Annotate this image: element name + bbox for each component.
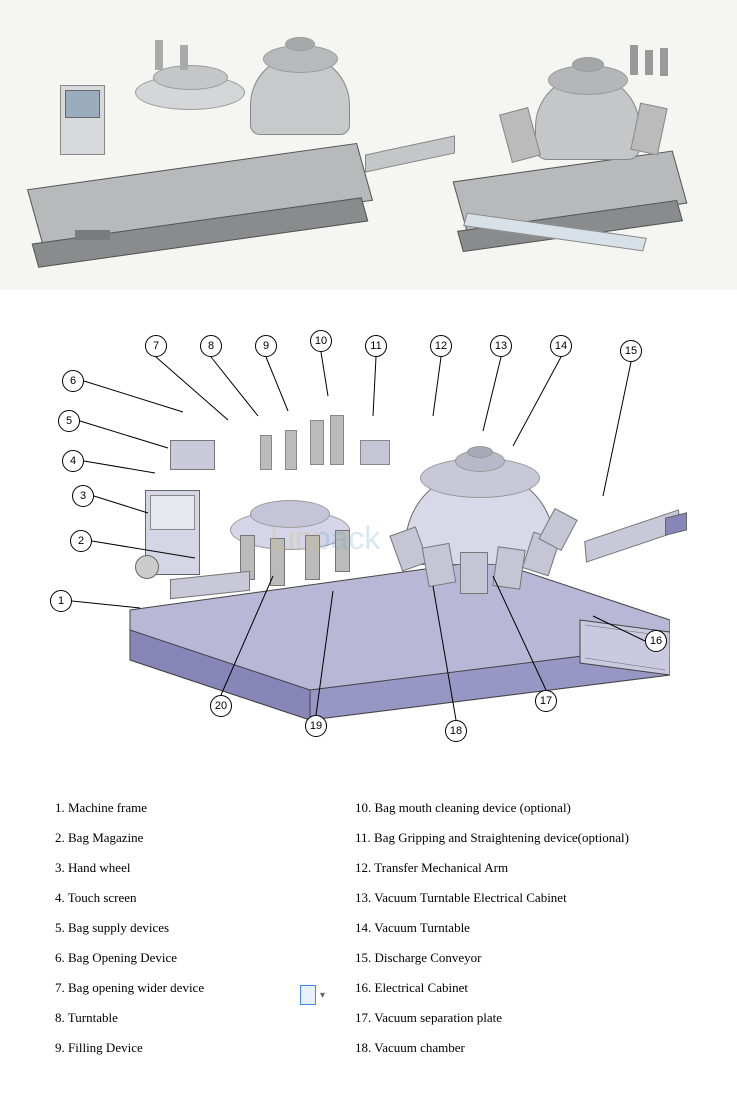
legend-item: 15. Discharge Conveyor: [355, 950, 695, 966]
legend-item: 17. Vacuum separation plate: [355, 1010, 695, 1026]
callout-13: 13: [490, 335, 512, 357]
legend-item: 5. Bag supply devices: [55, 920, 355, 936]
legend-item: 6. Bag Opening Device: [55, 950, 355, 966]
legend-item: 3. Hand wheel: [55, 860, 355, 876]
callout-11: 11: [365, 335, 387, 357]
callout-9: 9: [255, 335, 277, 357]
callout-5: 5: [58, 410, 80, 432]
legend-item: 13. Vacuum Turntable Electrical Cabinet: [355, 890, 695, 906]
legend-item: 12. Transfer Mechanical Arm: [355, 860, 695, 876]
callout-8: 8: [200, 335, 222, 357]
diagram-machine-body: [110, 380, 670, 720]
callout-7: 7: [145, 335, 167, 357]
top-render-section: [0, 0, 737, 290]
legend-item: 10. Bag mouth cleaning device (optional): [355, 800, 695, 816]
callout-3: 3: [72, 485, 94, 507]
callout-17: 17: [535, 690, 557, 712]
callout-15: 15: [620, 340, 642, 362]
callout-18: 18: [445, 720, 467, 742]
machine-render-right: [450, 35, 730, 265]
callout-4: 4: [62, 450, 84, 472]
callout-1: 1: [50, 590, 72, 612]
callout-6: 6: [62, 370, 84, 392]
document-icon: ▾: [300, 985, 316, 1005]
callout-14: 14: [550, 335, 572, 357]
legend: 1. Machine frame 2. Bag Magazine 3. Hand w…: [55, 800, 695, 1056]
machine-render-left: [15, 15, 435, 265]
legend-right-column: 10. Bag mouth cleaning device (optional)…: [355, 800, 695, 1056]
legend-item: 14. Vacuum Turntable: [355, 920, 695, 936]
callout-20: 20: [210, 695, 232, 717]
callout-2: 2: [70, 530, 92, 552]
callout-16: 16: [645, 630, 667, 652]
legend-item: 8. Turntable: [55, 1010, 355, 1026]
callout-12: 12: [430, 335, 452, 357]
callout-19: 19: [305, 715, 327, 737]
legend-item: 18. Vacuum chamber: [355, 1040, 695, 1056]
legend-item: 11. Bag Gripping and Straightening devic…: [355, 830, 695, 846]
callout-10: 10: [310, 330, 332, 352]
legend-item: 9. Filling Device: [55, 1040, 355, 1056]
labeled-diagram: 1234567891011121314151617181920 Linpack: [30, 320, 710, 740]
legend-item: 1. Machine frame: [55, 800, 355, 816]
legend-item: 2. Bag Magazine: [55, 830, 355, 846]
legend-left-column: 1. Machine frame 2. Bag Magazine 3. Hand w…: [55, 800, 355, 1056]
legend-item: 4. Touch screen: [55, 890, 355, 906]
legend-item: 16. Electrical Cabinet: [355, 980, 695, 996]
